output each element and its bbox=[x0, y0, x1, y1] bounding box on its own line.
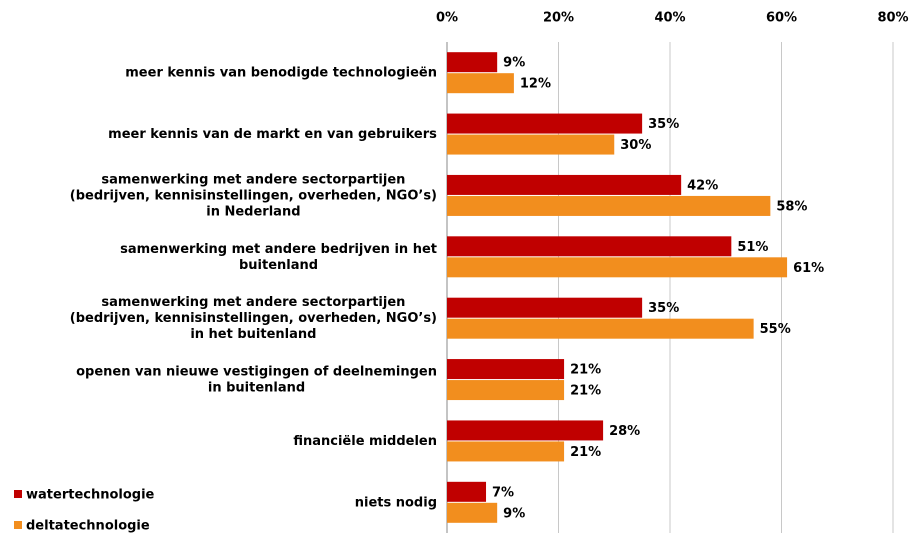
bar bbox=[447, 73, 514, 94]
y-tick-label: samenwerking met andere bedrijven in het… bbox=[120, 241, 437, 272]
value-label: 28% bbox=[609, 424, 640, 439]
bar bbox=[447, 113, 643, 134]
value-label: 42% bbox=[687, 178, 718, 193]
y-tick-label: samenwerking met andere sectorpartijen (b… bbox=[70, 295, 437, 342]
bar bbox=[447, 502, 498, 523]
x-tick-label: 60% bbox=[766, 11, 797, 26]
y-tick-label: meer kennis van de markt en van gebruike… bbox=[108, 127, 437, 142]
bar bbox=[447, 441, 565, 462]
value-label: 35% bbox=[648, 117, 679, 132]
value-label: 51% bbox=[737, 240, 768, 255]
x-tick-label: 0% bbox=[436, 11, 458, 26]
bar bbox=[447, 420, 604, 441]
value-label: 9% bbox=[503, 56, 525, 71]
y-tick-label: niets nodig bbox=[355, 495, 437, 510]
y-tick-label: samenwerking met andere sectorpartijen (b… bbox=[70, 172, 437, 219]
value-label: 21% bbox=[570, 363, 601, 378]
legend-label: watertechnologie bbox=[26, 488, 155, 503]
bar bbox=[447, 52, 498, 73]
y-tick-label: financiële middelen bbox=[293, 433, 437, 448]
legend-label: deltatechnologie bbox=[26, 519, 150, 533]
y-tick-label: openen van nieuwe vestigingen of deelnem… bbox=[76, 364, 437, 395]
bar bbox=[447, 318, 754, 339]
bar bbox=[447, 257, 788, 278]
x-tick-label: 40% bbox=[654, 11, 685, 26]
value-label: 35% bbox=[648, 301, 679, 316]
value-label: 9% bbox=[503, 506, 525, 521]
bar bbox=[447, 236, 732, 257]
value-label: 55% bbox=[760, 322, 791, 337]
value-label: 21% bbox=[570, 445, 601, 460]
value-label: 12% bbox=[520, 77, 551, 92]
x-tick-label: 80% bbox=[877, 11, 908, 26]
legend-swatch bbox=[14, 521, 22, 529]
bar bbox=[447, 380, 565, 401]
value-label: 58% bbox=[776, 199, 807, 214]
bar bbox=[447, 481, 487, 502]
bar bbox=[447, 297, 643, 318]
value-label: 61% bbox=[793, 261, 824, 276]
x-tick-label: 20% bbox=[543, 11, 574, 26]
value-label: 7% bbox=[492, 485, 514, 500]
y-tick-label: meer kennis van benodigde technologieën bbox=[125, 65, 437, 80]
bar bbox=[447, 359, 565, 380]
bar bbox=[447, 195, 771, 216]
bar bbox=[447, 174, 682, 195]
value-label: 30% bbox=[620, 138, 651, 153]
legend-swatch bbox=[14, 490, 22, 498]
bar bbox=[447, 134, 615, 155]
value-label: 21% bbox=[570, 384, 601, 399]
